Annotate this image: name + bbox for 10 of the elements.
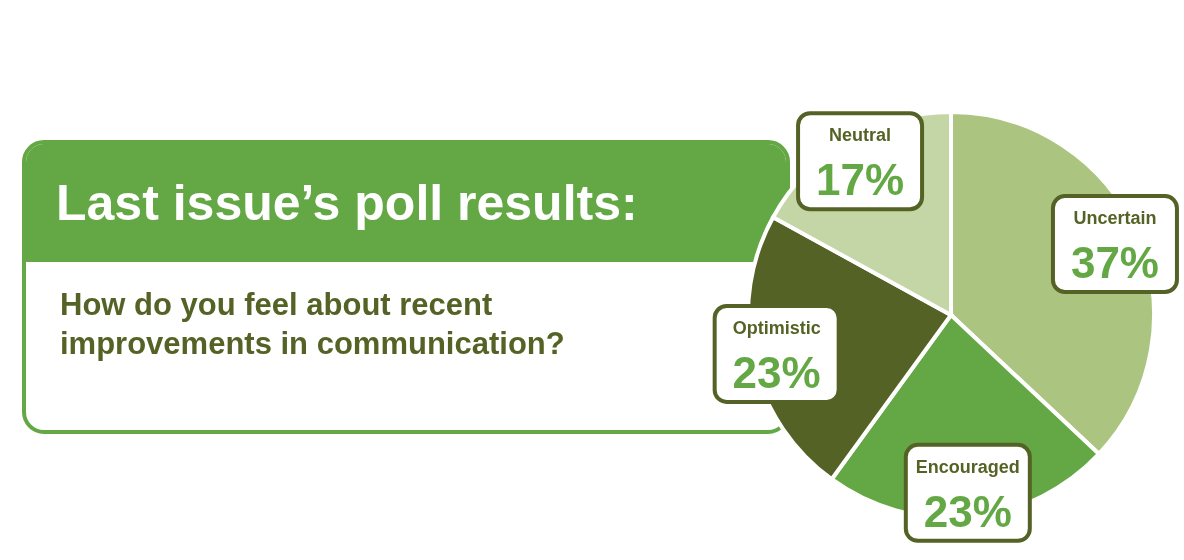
data-label: 17% (816, 155, 905, 205)
data-label: 37% (1070, 238, 1159, 288)
slice-label: Optimistic (732, 317, 821, 338)
slice-label: Encouraged (915, 456, 1020, 477)
data-label: 23% (923, 486, 1012, 536)
slice-label: Neutral (829, 125, 892, 146)
data-label: 23% (732, 347, 821, 397)
text: Last issue’s poll results: (56, 174, 638, 232)
slice-label: Uncertain (1073, 208, 1157, 229)
text: How do you feel about recent improvements in communication? (59, 286, 566, 363)
